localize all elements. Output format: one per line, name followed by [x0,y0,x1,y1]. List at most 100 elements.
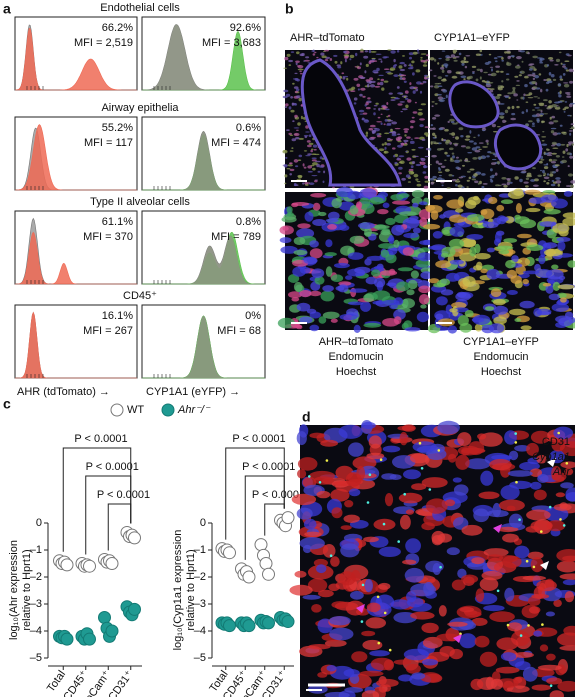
channel-label: Cyp1a1 [532,451,570,463]
histogram [142,235,265,284]
cell [544,105,548,107]
cell [284,56,289,61]
cell [538,102,545,105]
cell [294,90,299,93]
cell [407,99,412,103]
puncta [519,634,523,637]
percent-label: 0.8% [236,216,261,228]
cell [503,184,508,188]
cell [473,265,483,271]
cell [413,88,417,90]
cell [421,622,439,634]
cell [396,50,400,53]
cell [361,630,376,637]
cell [296,51,300,55]
cell [564,591,575,603]
legend-label: WT [127,404,144,416]
cell [550,127,557,130]
cell [399,68,406,72]
data-point [105,624,119,638]
cell [449,226,465,237]
cell [525,185,529,188]
cell [532,167,536,170]
cell [425,498,448,514]
cell [514,214,521,220]
cell [516,80,520,82]
cell [425,147,429,151]
cell [509,308,526,316]
cell [520,96,524,100]
cell [293,127,300,129]
cell [397,144,403,148]
cell [311,175,318,177]
cell [363,55,369,59]
cell [541,136,547,138]
cell [466,170,471,173]
cell [488,196,498,205]
cell [528,64,533,66]
cell [402,77,406,81]
cell [368,127,374,131]
cell [531,125,536,127]
cell [473,142,477,145]
cell [430,85,434,88]
cell [339,313,358,321]
puncta [366,501,370,504]
cell [486,80,489,83]
cell [380,229,391,236]
cell [324,639,347,647]
cell [450,54,456,58]
cell [444,159,447,162]
cell [357,88,360,91]
puncta [360,620,364,623]
cell [288,64,292,66]
cell [454,159,461,163]
cell [394,161,398,165]
cell [466,186,469,188]
cell [330,488,350,502]
cell [555,168,559,172]
cell [497,56,503,58]
significance-bracket [264,503,285,536]
cell [292,266,306,277]
cell [354,66,357,68]
cell [284,182,287,185]
cell [356,83,361,88]
cell [307,170,313,173]
cell [312,53,316,56]
cell [423,185,429,189]
cell [559,75,563,79]
cell [302,182,305,185]
cell [552,281,561,291]
cell [557,632,575,647]
cell [429,57,435,61]
cell [405,97,409,100]
cell [457,445,480,456]
cell [363,536,379,543]
cell [314,180,318,183]
cell [331,507,343,519]
cell [468,75,473,79]
cell [373,105,378,107]
cell [484,306,495,311]
cell [549,690,564,697]
cell [556,549,575,562]
cell [312,144,318,148]
cell [469,168,475,171]
cell [546,173,550,176]
cell [450,157,453,161]
cell [568,68,574,72]
cell [378,107,381,111]
cell [555,180,562,184]
cell [535,268,553,278]
cell [564,67,568,70]
cell [551,152,557,155]
mfi-label: MFI = 474 [211,137,261,149]
cell [359,670,384,677]
cell [306,182,311,184]
cell [437,96,444,100]
cell [563,131,567,134]
cell [315,160,321,163]
data-point [60,558,74,572]
puncta [361,583,365,587]
